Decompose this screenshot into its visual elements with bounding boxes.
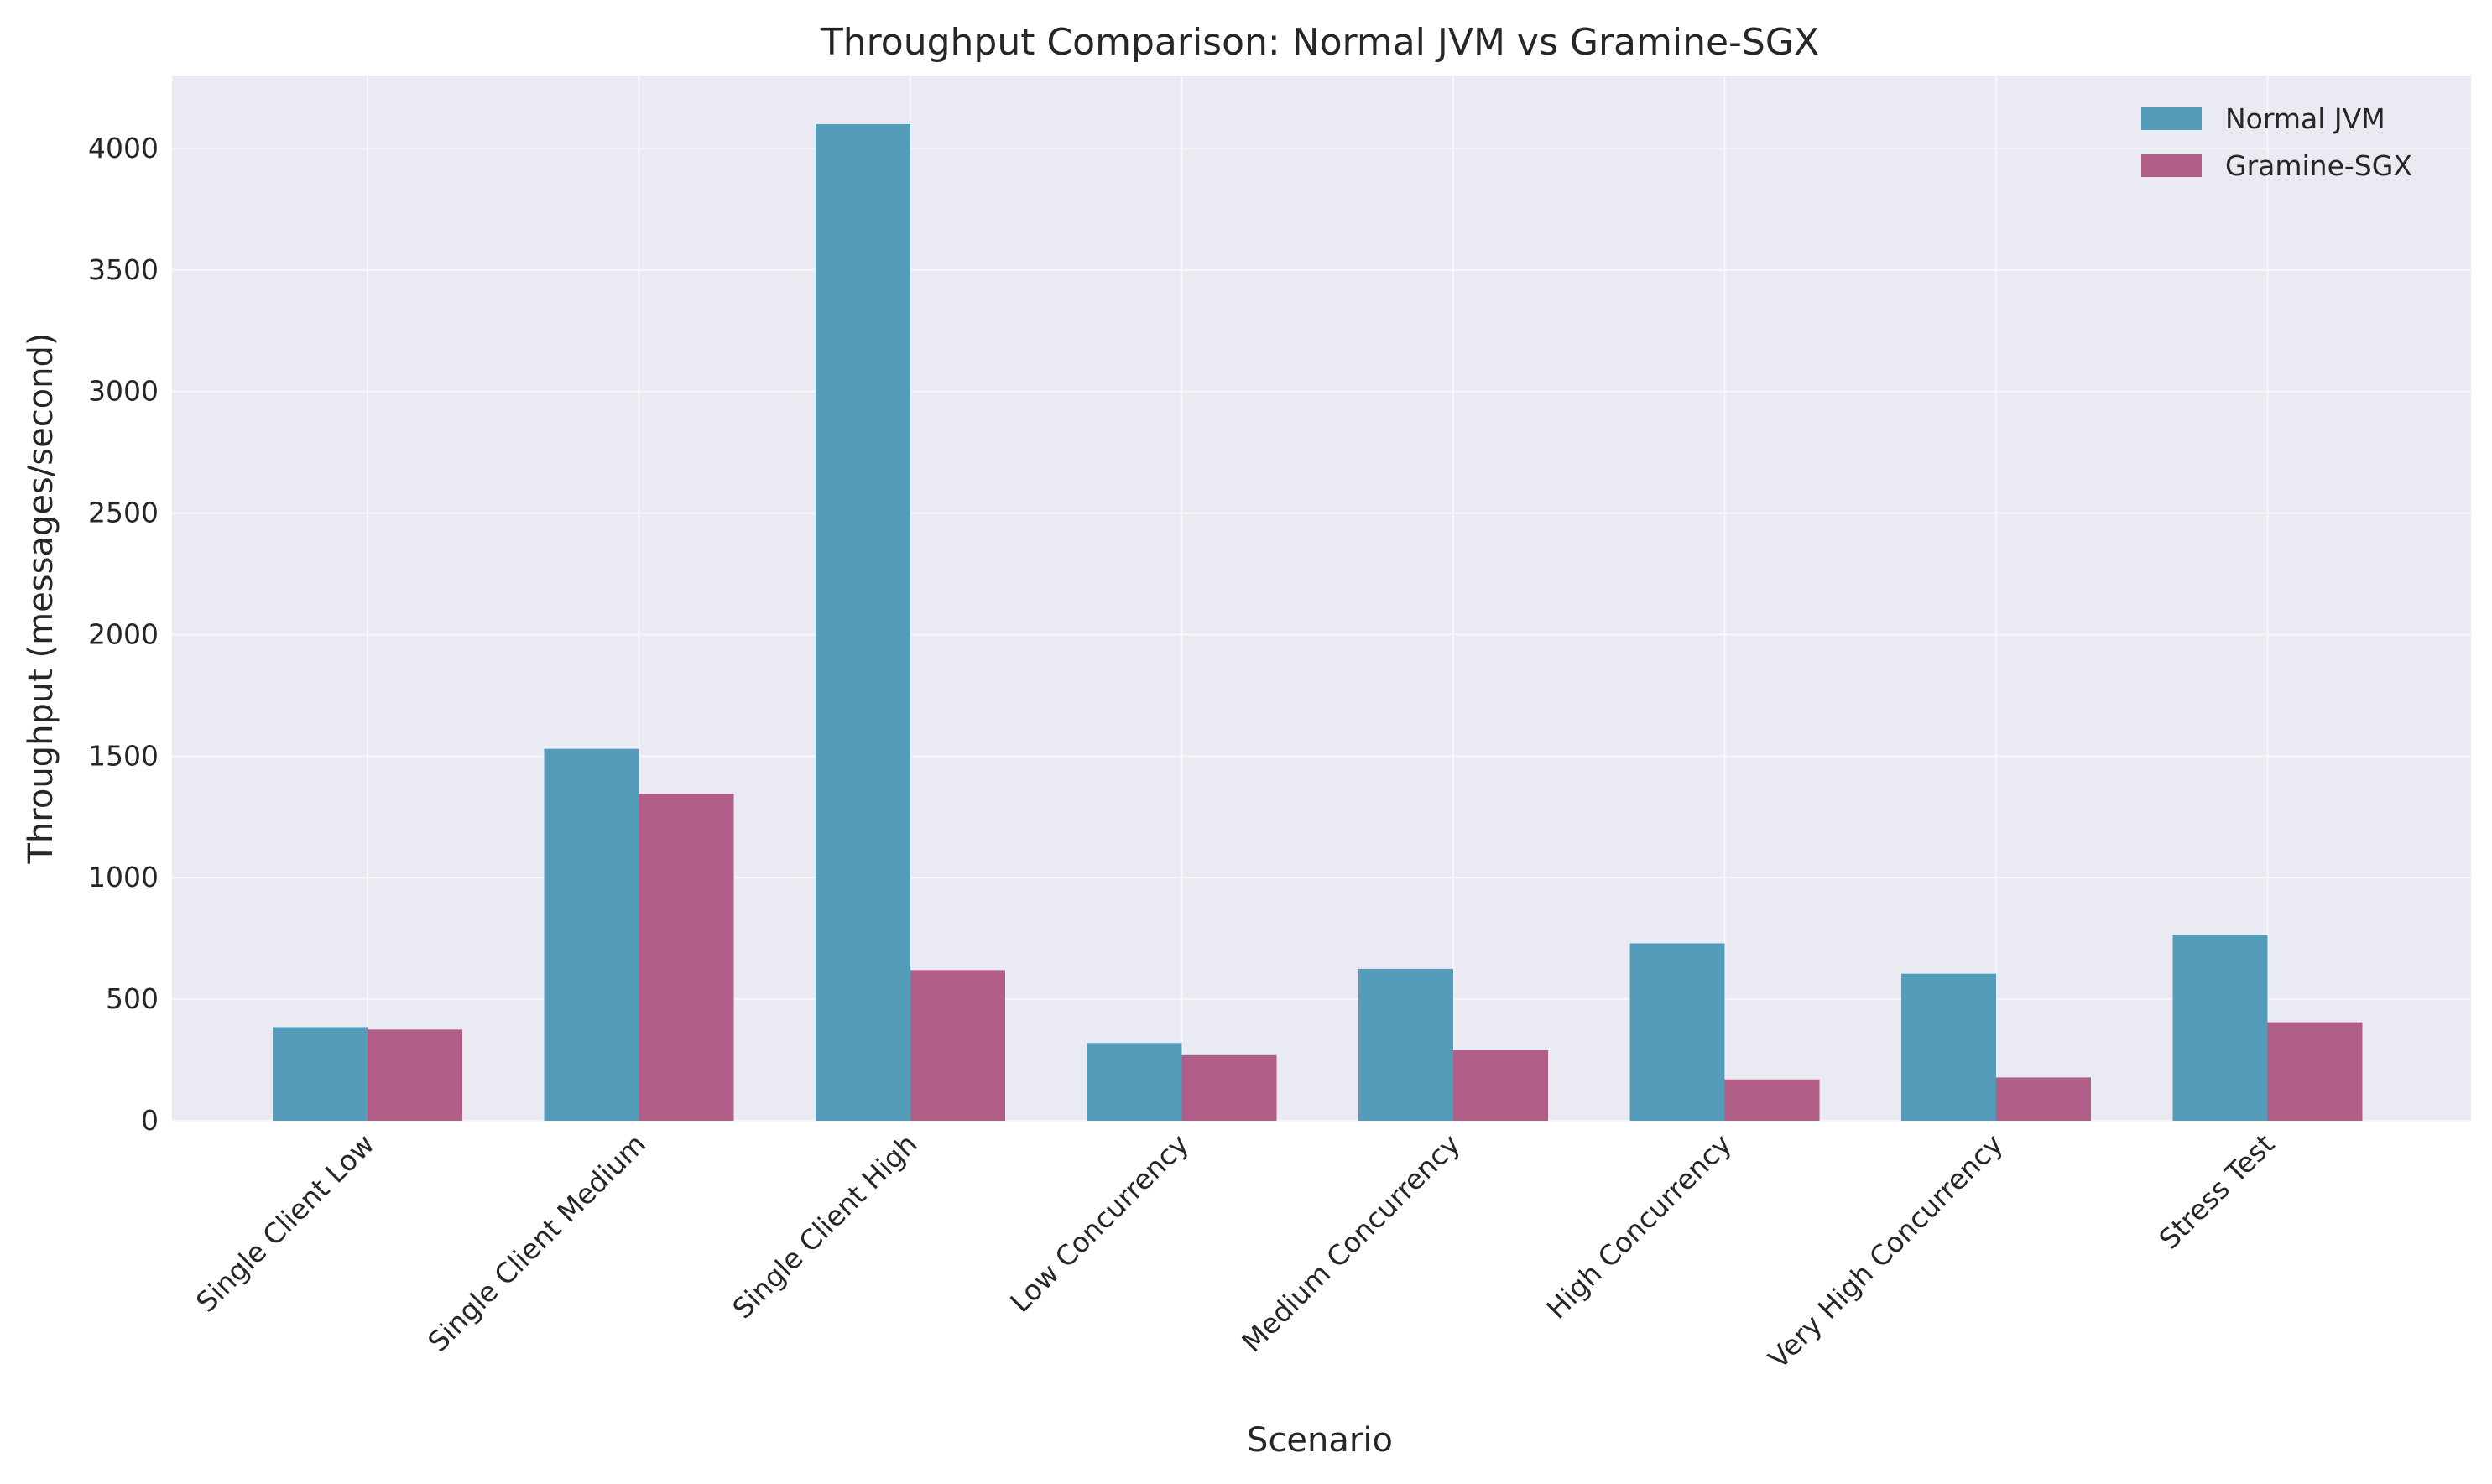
y-tick-label: 2000 [88,617,159,650]
bar-gramine-sgx [1181,1054,1277,1121]
bar-gramine-sgx [368,1029,462,1121]
x-tick-label: Low Concurrency [1004,1127,1195,1319]
bar-gramine-sgx [1453,1049,1548,1121]
x-tick-label: Very High Concurrency [1762,1127,2010,1375]
y-tick-label: 2500 [88,497,159,529]
y-tick-label: 1500 [88,739,159,772]
plot-background [172,76,2471,1121]
bar-normal-jvm [544,748,639,1121]
bar-gramine-sgx [910,970,1005,1121]
y-axis-label: Throughput (messages/second) [22,332,60,864]
y-tick-label: 500 [106,982,159,1015]
legend-label-normal-jvm: Normal JVM [2225,102,2385,135]
y-tick-label: 3000 [88,375,159,408]
bar-normal-jvm [273,1027,368,1121]
x-tick-label: Single Client High [726,1127,923,1325]
x-tick-label: Stress Test [2152,1127,2281,1256]
x-tick-label: Single Client Low [190,1127,381,1319]
y-axis-ticks: 0 500 1000 1500 2000 2500 3000 3500 4000 [88,132,159,1137]
bar-normal-jvm [1087,1043,1182,1121]
bar-normal-jvm [1358,968,1453,1121]
bar-gramine-sgx [1724,1079,1820,1121]
x-tick-label: High Concurrency [1541,1127,1739,1325]
chart-title: Throughput Comparison: Normal JVM vs Gra… [820,21,1819,64]
x-tick-label: Single Client Medium [421,1127,652,1358]
legend-swatch-normal-jvm [2141,107,2202,130]
y-tick-label: 4000 [88,132,159,164]
bar-gramine-sgx [1996,1077,2091,1121]
bar-gramine-sgx [639,794,734,1121]
bar-normal-jvm [1901,973,1996,1121]
bar-normal-jvm [2172,935,2268,1121]
legend-label-gramine-sgx: Gramine-SGX [2225,149,2412,182]
bar-normal-jvm [816,123,910,1121]
y-tick-label: 1000 [88,861,159,893]
legend-swatch-gramine-sgx [2141,154,2202,177]
bar-gramine-sgx [2267,1022,2363,1121]
legend: Normal JVM Gramine-SGX [2141,102,2412,182]
x-axis-ticks: Single Client Low Single Client Medium Sin… [190,1127,2281,1375]
bars [273,123,2363,1121]
x-axis-label: Scenario [1247,1421,1393,1460]
x-tick-label: Medium Concurrency [1235,1127,1466,1358]
y-tick-label: 3500 [88,253,159,286]
bar-normal-jvm [1629,943,1725,1121]
y-tick-label: 0 [141,1104,159,1137]
